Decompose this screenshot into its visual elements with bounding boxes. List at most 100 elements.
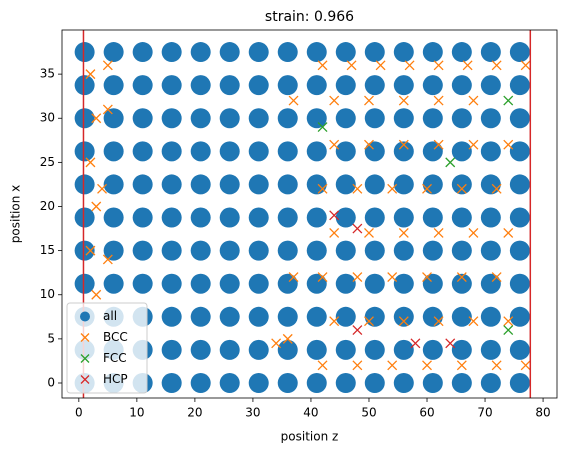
- point: [503, 139, 514, 150]
- point: [398, 95, 409, 106]
- point: [288, 95, 299, 106]
- point: [468, 316, 479, 327]
- y-tick-label: 10: [40, 287, 55, 301]
- point: [398, 139, 409, 150]
- point: [503, 316, 514, 327]
- point: [329, 210, 340, 221]
- point: [74, 42, 95, 63]
- point: [74, 174, 95, 195]
- point: [277, 174, 298, 195]
- point: [277, 306, 298, 327]
- point: [364, 372, 385, 393]
- point: [364, 108, 385, 129]
- point: [364, 306, 385, 327]
- point: [491, 60, 502, 71]
- point: [190, 240, 211, 261]
- point: [190, 207, 211, 228]
- point: [248, 339, 269, 360]
- x-tick-label: 30: [245, 406, 260, 420]
- point: [335, 207, 356, 228]
- point: [161, 174, 182, 195]
- point: [102, 104, 113, 115]
- point: [103, 75, 124, 96]
- point: [393, 339, 414, 360]
- point: [190, 339, 211, 360]
- point: [132, 141, 153, 162]
- point: [219, 273, 240, 294]
- point: [277, 372, 298, 393]
- y-tick-label: 15: [40, 243, 55, 257]
- point: [451, 75, 472, 96]
- point: [335, 306, 356, 327]
- point: [132, 75, 153, 96]
- point: [190, 174, 211, 195]
- legend-marker: [80, 375, 90, 384]
- point: [248, 174, 269, 195]
- point: [306, 141, 327, 162]
- point: [248, 108, 269, 129]
- point: [219, 372, 240, 393]
- point: [433, 139, 444, 150]
- point: [352, 272, 363, 283]
- point: [352, 183, 363, 194]
- point: [103, 174, 124, 195]
- point: [335, 174, 356, 195]
- point: [480, 339, 501, 360]
- point: [520, 60, 531, 71]
- axes-frame: [61, 29, 558, 399]
- point: [503, 228, 514, 238]
- point: [451, 240, 472, 261]
- point: [445, 157, 456, 168]
- point: [456, 360, 467, 371]
- point: [503, 325, 514, 336]
- point: [317, 183, 328, 194]
- point: [393, 108, 414, 129]
- point: [306, 42, 327, 63]
- point: [393, 174, 414, 195]
- point: [329, 228, 340, 238]
- point: [219, 207, 240, 228]
- point: [480, 306, 501, 327]
- point: [219, 141, 240, 162]
- point: [491, 272, 502, 283]
- point: [422, 183, 432, 194]
- point: [404, 60, 415, 71]
- point: [190, 273, 211, 294]
- y-axis-label: position x: [9, 185, 23, 243]
- point: [335, 273, 356, 294]
- point: [248, 42, 269, 63]
- legend-label: FCC: [103, 351, 127, 365]
- point: [468, 228, 479, 238]
- y-tick-label: 25: [40, 155, 55, 169]
- point: [387, 183, 398, 194]
- point: [393, 306, 414, 327]
- x-tick-label: 60: [419, 406, 434, 420]
- point: [306, 306, 327, 327]
- legend-marker: [80, 333, 90, 342]
- point: [393, 75, 414, 96]
- point: [364, 240, 385, 261]
- point: [393, 207, 414, 228]
- point: [422, 108, 443, 129]
- point: [317, 360, 328, 371]
- point: [364, 228, 374, 238]
- point: [85, 69, 96, 80]
- point: [103, 273, 124, 294]
- point: [509, 339, 530, 360]
- point: [277, 75, 298, 96]
- point: [456, 272, 467, 283]
- y-tick-label: 0: [47, 375, 55, 389]
- point: [161, 108, 182, 129]
- point: [248, 75, 269, 96]
- point: [248, 141, 269, 162]
- point: [422, 360, 432, 371]
- y-tick-label: 5: [47, 331, 55, 345]
- point: [91, 289, 102, 300]
- point: [433, 60, 444, 71]
- point: [102, 60, 113, 71]
- point: [445, 338, 456, 349]
- point: [306, 207, 327, 228]
- point: [520, 360, 531, 371]
- point: [91, 113, 102, 124]
